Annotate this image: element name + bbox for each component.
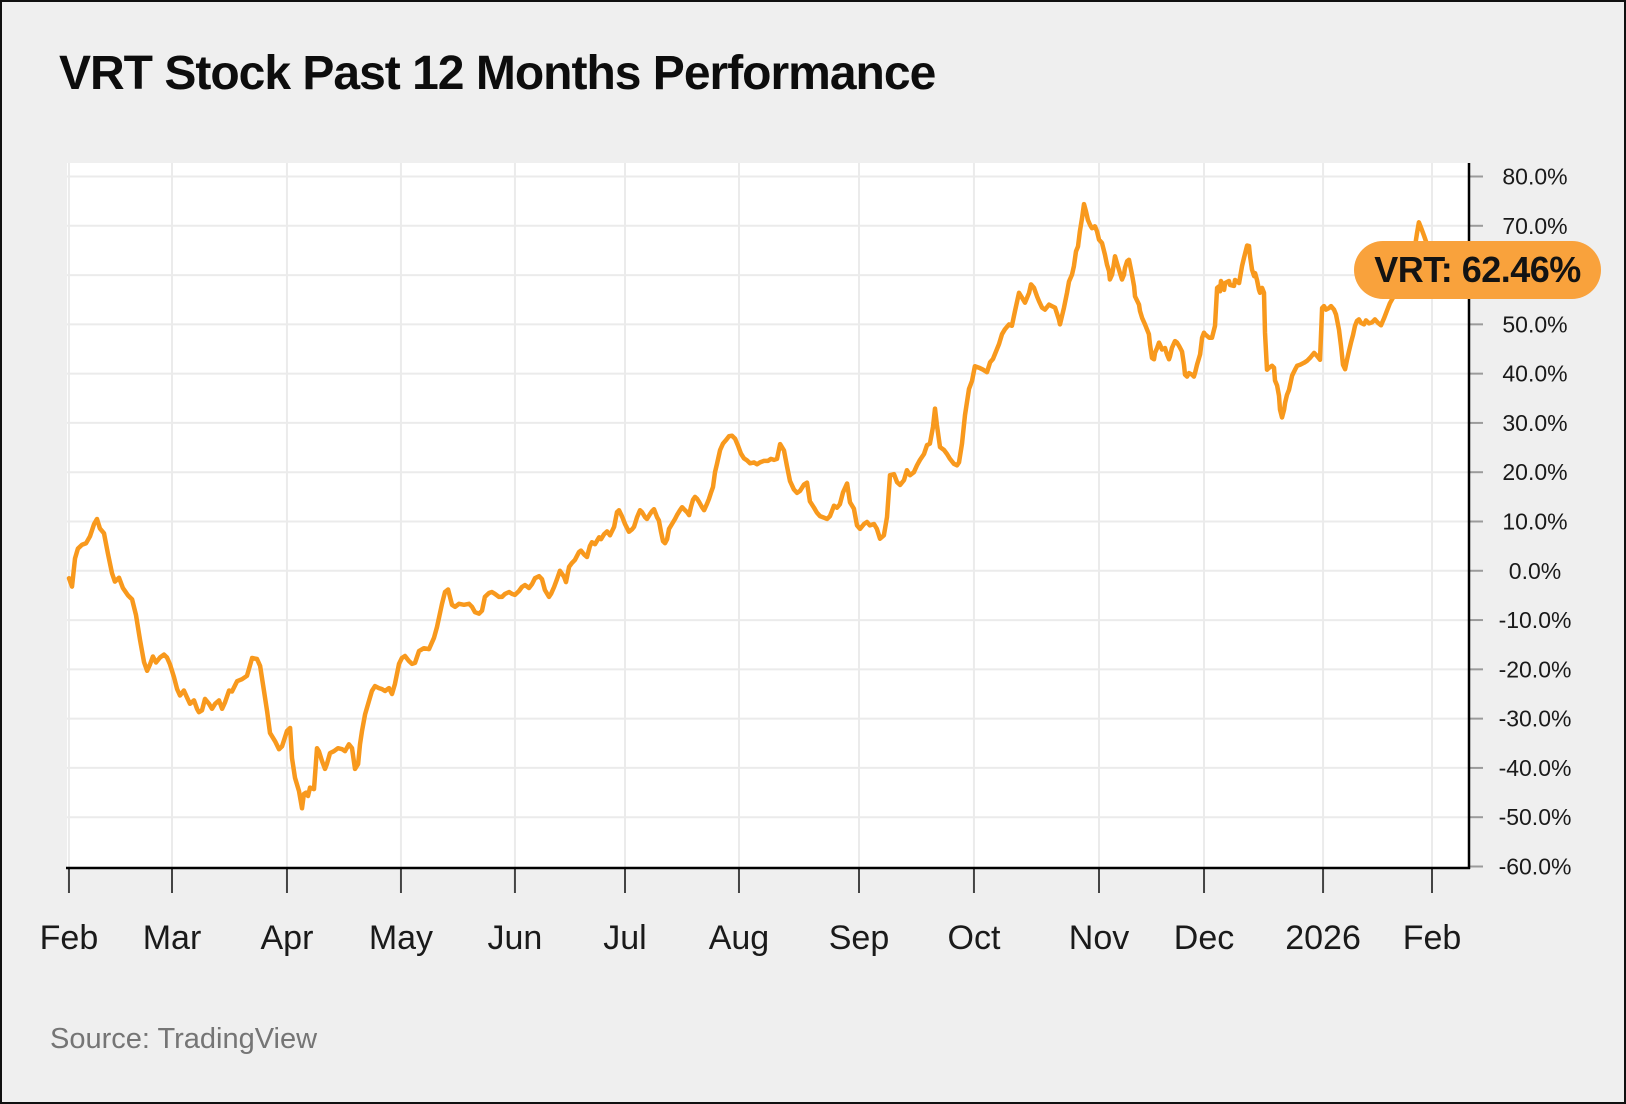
y-tick-label: 80.0% — [1502, 164, 1567, 190]
source-attribution: Source: TradingView — [50, 1023, 318, 1055]
y-tick-label: 30.0% — [1502, 410, 1567, 436]
y-tick-label: 10.0% — [1502, 508, 1567, 534]
x-tick-label: May — [369, 919, 433, 957]
y-tick-label: 20.0% — [1502, 459, 1567, 485]
x-tick-label: Jul — [603, 919, 646, 957]
x-tick-label: Feb — [40, 919, 99, 957]
y-tick-label: 0.0% — [1509, 558, 1561, 584]
x-tick-label: Nov — [1069, 919, 1129, 957]
y-tick-label: -50.0% — [1499, 804, 1572, 830]
y-tick-label: 50.0% — [1502, 311, 1567, 337]
x-tick-label: Sep — [829, 919, 890, 957]
vrt-price-line — [66, 201, 1469, 811]
y-tick-label: -20.0% — [1499, 656, 1572, 682]
x-tick-label: Feb — [1403, 919, 1462, 957]
x-tick-label: Mar — [143, 919, 202, 957]
x-tick-label: Oct — [948, 919, 1001, 957]
x-tick-label: 2026 — [1285, 919, 1361, 957]
x-tick-label: Apr — [261, 919, 314, 957]
plot-area — [67, 163, 1469, 868]
y-tick-label: -40.0% — [1499, 755, 1572, 781]
y-tick-label: 40.0% — [1502, 361, 1567, 387]
y-tick-label: -60.0% — [1499, 853, 1572, 879]
last-value-badge: VRT: 62.46% — [1354, 241, 1601, 299]
x-tick-label: Jun — [488, 919, 543, 957]
chart-title: VRT Stock Past 12 Months Performance — [59, 47, 936, 100]
y-tick-label: -10.0% — [1499, 607, 1572, 633]
x-tick-label: Aug — [709, 919, 770, 957]
x-tick-label: Dec — [1174, 919, 1234, 957]
y-tick-label: -30.0% — [1499, 706, 1572, 732]
y-tick-label: 70.0% — [1502, 213, 1567, 239]
